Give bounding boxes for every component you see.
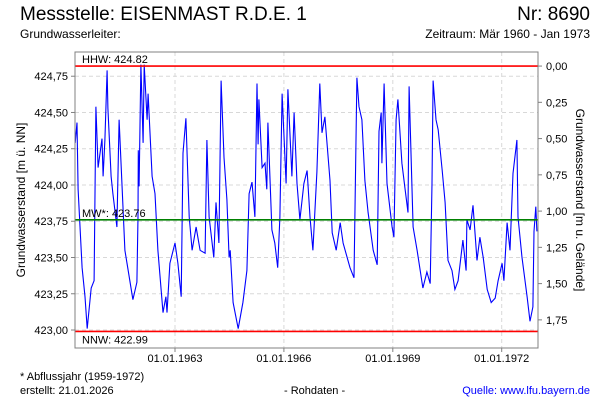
y2-tick-label: 0,50	[546, 134, 567, 146]
aquifer-label: Grundwasserleiter:	[20, 27, 121, 41]
y2-tick-label: 1,50	[546, 279, 567, 291]
footnote: * Abflussjahr (1959-1972)	[20, 371, 145, 383]
y-tick-label: 424,00	[34, 180, 68, 192]
y-tick-label: 423,50	[34, 253, 68, 265]
y2-tick-label: 1,00	[546, 206, 567, 218]
y-tick-label: 423,00	[34, 325, 68, 337]
x-tick-label: 01.01.1972	[474, 353, 529, 365]
station-number: Nr: 8690	[517, 4, 590, 25]
y-tick-label: 424,75	[34, 71, 68, 83]
x-tick-label: 01.01.1966	[256, 353, 311, 365]
x-tick-label: 01.01.1969	[365, 353, 420, 365]
ref-label-hhw: HHW: 424.82	[82, 54, 148, 66]
data-type: - Rohdaten -	[284, 385, 346, 397]
station-title: Messstelle: EISENMAST R.D.E. 1	[20, 4, 307, 25]
ref-label-nnw: NNW: 422.99	[82, 334, 148, 346]
ref-label-mw: MW*: 423.76	[82, 208, 146, 220]
y2-tick-label: 0,25	[546, 97, 567, 109]
series-line	[74, 64, 538, 329]
y-tick-label: 423,75	[34, 216, 68, 228]
period-label: Zeitraum: Mär 1960 - Jan 1973	[425, 27, 590, 41]
source-link[interactable]: Quelle: www.lfu.bayern.de	[462, 385, 590, 397]
plot-frame	[74, 51, 539, 349]
y2-tick-label: 1,25	[546, 242, 567, 254]
y-axis-label: Grundwasserstand [m ü. NN]	[14, 122, 28, 278]
x-tick-label: 01.01.1963	[147, 353, 202, 365]
y2-tick-label: 0,75	[546, 170, 567, 182]
y2-axis-label: Grundwasserstand [m u. Gelände]	[573, 108, 587, 292]
y-tick-label: 423,25	[34, 289, 68, 301]
y-tick-label: 424,25	[34, 144, 68, 156]
created-date: erstellt: 21.01.2026	[20, 385, 114, 397]
y2-tick-label: 1,75	[546, 315, 567, 327]
y-tick-label: 424,50	[34, 107, 68, 119]
y2-tick-label: 0,00	[546, 61, 567, 73]
